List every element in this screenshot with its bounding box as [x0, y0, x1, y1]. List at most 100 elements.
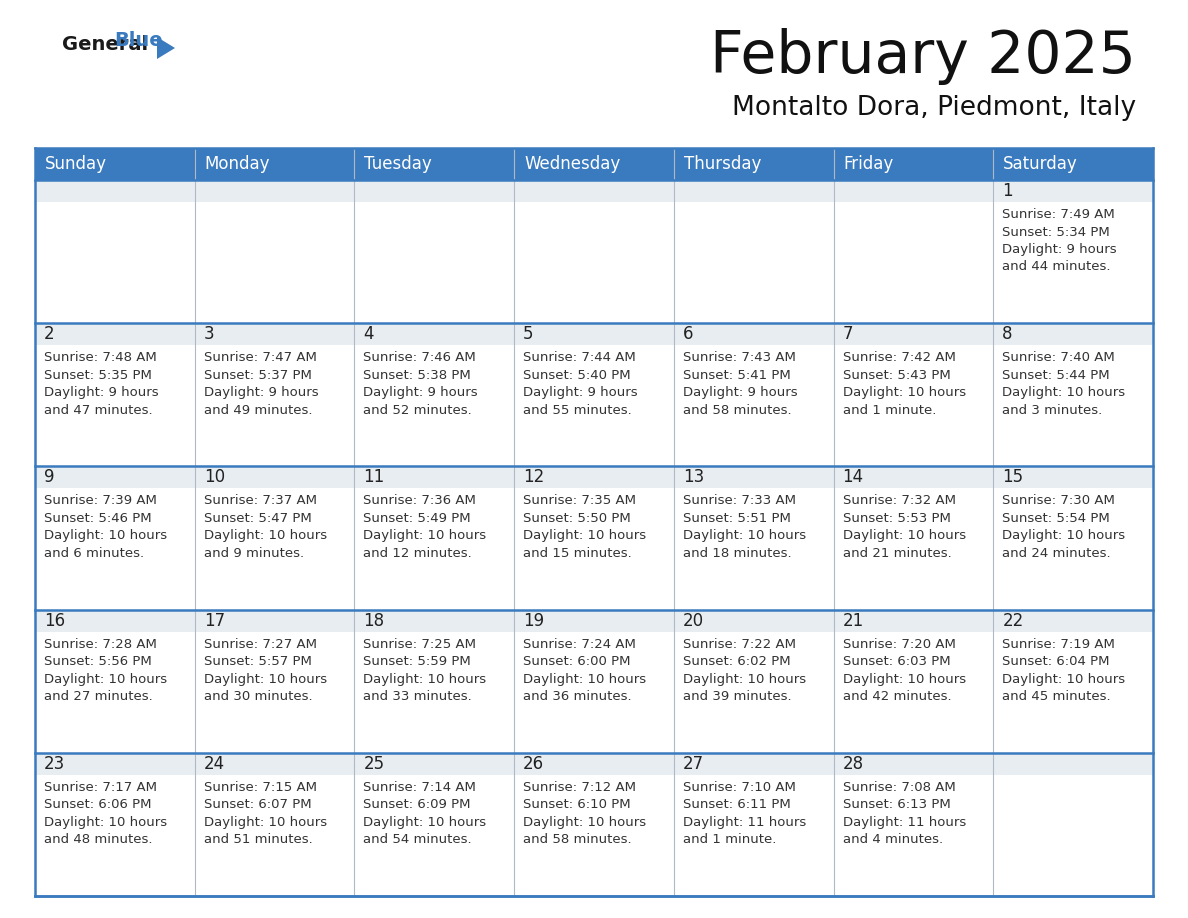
Bar [993, 610, 1154, 632]
Text: 22: 22 [1003, 611, 1024, 630]
Text: 4: 4 [364, 325, 374, 343]
Text: Wednesday: Wednesday [524, 155, 620, 173]
Bar [354, 753, 514, 896]
Text: 25: 25 [364, 755, 385, 773]
Polygon shape [157, 37, 175, 59]
Text: Sunrise: 7:17 AM
Sunset: 6:06 PM
Daylight: 10 hours
and 48 minutes.: Sunrise: 7:17 AM Sunset: 6:06 PM Dayligh… [44, 781, 168, 846]
Bar [195, 466, 354, 610]
Bar [834, 753, 993, 896]
Bar [34, 466, 195, 488]
Text: Sunrise: 7:27 AM
Sunset: 5:57 PM
Daylight: 10 hours
and 30 minutes.: Sunrise: 7:27 AM Sunset: 5:57 PM Dayligh… [203, 638, 327, 703]
Text: February 2025: February 2025 [710, 28, 1136, 85]
Bar [195, 180, 354, 323]
Bar [354, 753, 514, 775]
Text: Sunrise: 7:32 AM
Sunset: 5:53 PM
Daylight: 10 hours
and 21 minutes.: Sunrise: 7:32 AM Sunset: 5:53 PM Dayligh… [842, 495, 966, 560]
Text: 21: 21 [842, 611, 864, 630]
Bar [34, 466, 195, 610]
Bar [514, 466, 674, 610]
Bar [674, 323, 834, 345]
Text: Sunrise: 7:10 AM
Sunset: 6:11 PM
Daylight: 11 hours
and 1 minute.: Sunrise: 7:10 AM Sunset: 6:11 PM Dayligh… [683, 781, 807, 846]
Bar [34, 753, 195, 896]
Text: 19: 19 [523, 611, 544, 630]
Bar [34, 753, 195, 775]
Text: 27: 27 [683, 755, 704, 773]
Text: Sunrise: 7:42 AM
Sunset: 5:43 PM
Daylight: 10 hours
and 1 minute.: Sunrise: 7:42 AM Sunset: 5:43 PM Dayligh… [842, 352, 966, 417]
Text: Sunrise: 7:44 AM
Sunset: 5:40 PM
Daylight: 9 hours
and 55 minutes.: Sunrise: 7:44 AM Sunset: 5:40 PM Dayligh… [523, 352, 638, 417]
Bar [834, 466, 993, 488]
Bar [674, 180, 834, 323]
Bar [34, 610, 195, 753]
Bar [354, 323, 514, 466]
Text: Sunrise: 7:25 AM
Sunset: 5:59 PM
Daylight: 10 hours
and 33 minutes.: Sunrise: 7:25 AM Sunset: 5:59 PM Dayligh… [364, 638, 487, 703]
Text: Sunrise: 7:22 AM
Sunset: 6:02 PM
Daylight: 10 hours
and 39 minutes.: Sunrise: 7:22 AM Sunset: 6:02 PM Dayligh… [683, 638, 805, 703]
Text: Friday: Friday [843, 155, 893, 173]
Bar [195, 323, 354, 345]
Bar [514, 753, 674, 896]
Text: Tuesday: Tuesday [365, 155, 432, 173]
Text: Sunrise: 7:49 AM
Sunset: 5:34 PM
Daylight: 9 hours
and 44 minutes.: Sunrise: 7:49 AM Sunset: 5:34 PM Dayligh… [1003, 208, 1117, 274]
Text: 17: 17 [203, 611, 225, 630]
Text: Sunrise: 7:36 AM
Sunset: 5:49 PM
Daylight: 10 hours
and 12 minutes.: Sunrise: 7:36 AM Sunset: 5:49 PM Dayligh… [364, 495, 487, 560]
Bar [993, 323, 1154, 466]
Bar [514, 180, 674, 323]
Bar [993, 323, 1154, 345]
Text: Sunrise: 7:30 AM
Sunset: 5:54 PM
Daylight: 10 hours
and 24 minutes.: Sunrise: 7:30 AM Sunset: 5:54 PM Dayligh… [1003, 495, 1125, 560]
Bar [993, 466, 1154, 610]
Text: Sunrise: 7:40 AM
Sunset: 5:44 PM
Daylight: 10 hours
and 3 minutes.: Sunrise: 7:40 AM Sunset: 5:44 PM Dayligh… [1003, 352, 1125, 417]
Text: 15: 15 [1003, 468, 1023, 487]
Text: 7: 7 [842, 325, 853, 343]
Bar [34, 180, 195, 323]
Bar [834, 323, 993, 345]
Text: 6: 6 [683, 325, 694, 343]
Text: 24: 24 [203, 755, 225, 773]
Text: Sunrise: 7:48 AM
Sunset: 5:35 PM
Daylight: 9 hours
and 47 minutes.: Sunrise: 7:48 AM Sunset: 5:35 PM Dayligh… [44, 352, 159, 417]
Bar [674, 610, 834, 632]
Bar [674, 466, 834, 488]
Text: 3: 3 [203, 325, 214, 343]
Bar [34, 323, 195, 466]
Bar [993, 753, 1154, 775]
Text: 2: 2 [44, 325, 55, 343]
Bar [195, 323, 354, 466]
Bar [993, 610, 1154, 753]
Bar [674, 753, 834, 775]
Text: Thursday: Thursday [684, 155, 762, 173]
Bar [514, 610, 674, 753]
Bar [514, 323, 674, 466]
Text: Sunrise: 7:08 AM
Sunset: 6:13 PM
Daylight: 11 hours
and 4 minutes.: Sunrise: 7:08 AM Sunset: 6:13 PM Dayligh… [842, 781, 966, 846]
Bar [354, 323, 514, 345]
Bar [34, 180, 195, 202]
Text: Sunrise: 7:33 AM
Sunset: 5:51 PM
Daylight: 10 hours
and 18 minutes.: Sunrise: 7:33 AM Sunset: 5:51 PM Dayligh… [683, 495, 805, 560]
Bar [34, 323, 195, 345]
Bar [195, 753, 354, 775]
Text: Sunrise: 7:15 AM
Sunset: 6:07 PM
Daylight: 10 hours
and 51 minutes.: Sunrise: 7:15 AM Sunset: 6:07 PM Dayligh… [203, 781, 327, 846]
Bar [195, 753, 354, 896]
Bar [993, 466, 1154, 488]
Text: 26: 26 [523, 755, 544, 773]
Text: 12: 12 [523, 468, 544, 487]
Bar [354, 466, 514, 488]
Text: 28: 28 [842, 755, 864, 773]
Bar [834, 610, 993, 632]
Bar [834, 610, 993, 753]
Text: 11: 11 [364, 468, 385, 487]
Bar [34, 148, 1154, 180]
Bar [514, 466, 674, 488]
Bar [354, 180, 514, 323]
Text: Sunrise: 7:47 AM
Sunset: 5:37 PM
Daylight: 9 hours
and 49 minutes.: Sunrise: 7:47 AM Sunset: 5:37 PM Dayligh… [203, 352, 318, 417]
Bar [354, 180, 514, 202]
Text: Sunrise: 7:43 AM
Sunset: 5:41 PM
Daylight: 9 hours
and 58 minutes.: Sunrise: 7:43 AM Sunset: 5:41 PM Dayligh… [683, 352, 797, 417]
Text: Sunrise: 7:46 AM
Sunset: 5:38 PM
Daylight: 9 hours
and 52 minutes.: Sunrise: 7:46 AM Sunset: 5:38 PM Dayligh… [364, 352, 478, 417]
Text: Sunrise: 7:12 AM
Sunset: 6:10 PM
Daylight: 10 hours
and 58 minutes.: Sunrise: 7:12 AM Sunset: 6:10 PM Dayligh… [523, 781, 646, 846]
Bar [674, 610, 834, 753]
Text: Sunrise: 7:28 AM
Sunset: 5:56 PM
Daylight: 10 hours
and 27 minutes.: Sunrise: 7:28 AM Sunset: 5:56 PM Dayligh… [44, 638, 168, 703]
Text: 16: 16 [44, 611, 65, 630]
Text: 9: 9 [44, 468, 55, 487]
Text: 10: 10 [203, 468, 225, 487]
Bar [674, 180, 834, 202]
Text: 20: 20 [683, 611, 704, 630]
Bar [195, 180, 354, 202]
Text: 23: 23 [44, 755, 65, 773]
Bar [354, 610, 514, 753]
Bar [514, 610, 674, 632]
